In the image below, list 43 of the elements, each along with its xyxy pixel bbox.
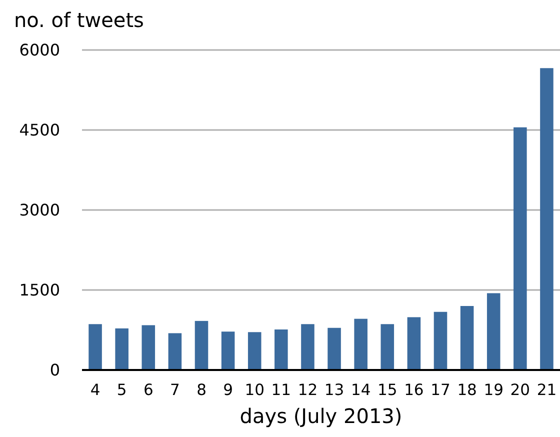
x-tick-label: 11 — [271, 381, 292, 399]
x-tick-label: 5 — [116, 381, 127, 399]
bar — [514, 127, 527, 370]
x-tick-label: 17 — [430, 381, 450, 399]
bar — [88, 324, 102, 370]
y-tick-label: 4500 — [19, 120, 60, 140]
bar — [486, 293, 500, 370]
bar — [194, 320, 208, 370]
bar — [540, 68, 554, 370]
bar — [407, 317, 421, 370]
bar — [168, 333, 182, 370]
bar — [328, 328, 341, 370]
bar — [248, 332, 262, 370]
y-tick-label: 0 — [50, 360, 60, 380]
x-tick-label: 6 — [143, 381, 154, 399]
bar — [221, 332, 235, 370]
bar — [380, 324, 394, 370]
x-tick-label: 13 — [324, 381, 344, 399]
bar — [115, 328, 128, 370]
x-tick-label: 7 — [170, 381, 180, 399]
x-tick-label: 14 — [350, 381, 371, 399]
x-tick-label: 9 — [223, 381, 233, 399]
x-tick-label: 16 — [404, 381, 424, 399]
bar — [274, 329, 288, 370]
x-tick-label: 20 — [510, 381, 530, 399]
y-tick-label: 3000 — [19, 200, 60, 220]
y-tick-label: 6000 — [19, 40, 60, 60]
x-axis-title: days (July 2013) — [240, 404, 402, 428]
x-tick-label: 10 — [244, 381, 264, 399]
x-tick-label: 4 — [90, 381, 100, 399]
y-tick-label: 1500 — [19, 280, 60, 300]
bar — [354, 318, 368, 370]
bar — [142, 325, 156, 370]
x-tick-label: 8 — [196, 381, 206, 399]
x-tick-label: 18 — [457, 381, 477, 399]
bar — [301, 324, 314, 370]
x-tick-label: 12 — [298, 381, 318, 399]
bar — [434, 312, 448, 370]
bar — [460, 306, 474, 370]
x-tick-label: 21 — [536, 381, 557, 399]
x-tick-label: 15 — [378, 381, 398, 399]
y-axis-title: no. of tweets — [14, 8, 144, 32]
x-tick-label: 19 — [484, 381, 504, 399]
